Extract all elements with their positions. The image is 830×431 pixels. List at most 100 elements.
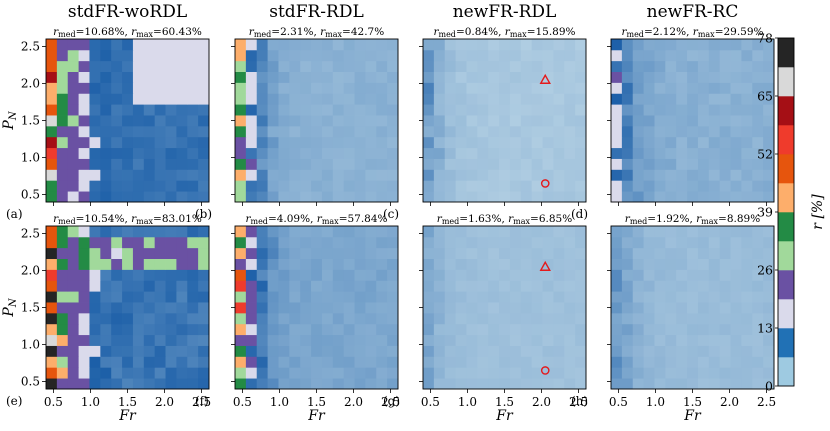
heatmap-cell: [343, 258, 355, 270]
heatmap-cell: [89, 180, 101, 192]
heatmap-cell: [611, 247, 623, 259]
heatmap-cell: [143, 93, 156, 105]
heatmap-cell: [477, 158, 489, 170]
heatmap-cell: [289, 291, 301, 303]
heatmap-cell: [132, 71, 145, 83]
heatmap-cell: [564, 236, 576, 249]
heatmap-cell: [67, 82, 79, 94]
heatmap-cell: [132, 247, 145, 259]
heatmap-cell: [531, 323, 543, 336]
heatmap-cell: [542, 258, 554, 270]
heatmap-cell: [376, 356, 388, 368]
heatmap-cell: [354, 323, 366, 336]
heatmap-cell: [187, 258, 199, 270]
heatmap-cell: [78, 49, 90, 62]
heatmap-cell: [752, 125, 764, 138]
heatmap-cell: [343, 356, 355, 368]
heatmap-cell: [423, 367, 435, 379]
heatmap-cell: [730, 125, 742, 138]
heatmap-cell: [719, 169, 731, 181]
heatmap-cell: [665, 125, 677, 138]
heatmap-cell: [444, 258, 456, 270]
heatmap-cell: [321, 60, 334, 72]
heatmap-cell: [531, 356, 543, 368]
heatmap-cell: [111, 136, 123, 149]
colorbar-segment: [778, 270, 794, 300]
heatmap-cell: [122, 158, 134, 170]
heatmap-cell: [154, 269, 166, 281]
heatmap-cell: [632, 367, 644, 379]
heatmap-cell: [423, 226, 435, 238]
heatmap-cell: [376, 334, 388, 346]
heatmap-cell: [687, 180, 699, 192]
heatmap-cell: [520, 269, 533, 281]
heatmap-cell: [553, 93, 565, 105]
heatmap-cell: [387, 39, 399, 51]
heatmap-cell: [165, 60, 177, 72]
heatmap-cell: [46, 280, 58, 292]
heatmap-cell: [235, 302, 247, 314]
heatmap-cell: [520, 312, 533, 325]
heatmap-cell: [632, 191, 644, 203]
heatmap-cell: [321, 71, 334, 83]
heatmap-cell: [365, 247, 377, 259]
heatmap-cell: [752, 356, 764, 368]
heatmap-cell: [321, 258, 334, 270]
heatmap-cell: [100, 191, 112, 203]
heatmap-cell: [111, 71, 123, 83]
heatmap-cell: [278, 169, 290, 181]
heatmap-cell: [575, 236, 587, 249]
heatmap-cell: [575, 39, 587, 51]
heatmap-cell: [289, 247, 301, 259]
heatmap-cell: [575, 158, 587, 170]
heatmap-cell: [343, 169, 355, 181]
heatmap-cell: [423, 191, 435, 203]
panel-letter: (e): [6, 394, 22, 408]
heatmap-cell: [311, 236, 323, 249]
colorbar-segment: [778, 125, 794, 155]
heatmap-cell: [575, 367, 587, 379]
heatmap-cell: [365, 136, 377, 149]
colorbar-tick-label: 13: [757, 321, 773, 336]
heatmap-cell: [520, 356, 533, 368]
heatmap-cell: [311, 191, 323, 203]
heatmap-cell: [321, 226, 334, 238]
heatmap-cell: [531, 367, 543, 379]
heatmap-cell: [387, 180, 399, 192]
colorbar-label: r [%]: [810, 194, 826, 230]
heatmap-cell: [509, 334, 522, 346]
heatmap-cell: [654, 226, 666, 238]
heatmap-cell: [165, 39, 177, 51]
heatmap-cell: [611, 236, 623, 249]
heatmap-cell: [708, 312, 721, 325]
heatmap-cell: [311, 104, 323, 116]
heatmap-cell: [56, 247, 69, 259]
heatmap-cell: [198, 104, 210, 116]
heatmap-cell: [176, 115, 188, 127]
heatmap-cell: [719, 236, 731, 249]
heatmap-cell: [256, 356, 268, 368]
heatmap-cell: [245, 269, 258, 281]
heatmap-cell: [154, 291, 166, 303]
heatmap-cell: [354, 180, 366, 192]
heatmap-cell: [477, 191, 489, 203]
heatmap-cell: [708, 82, 721, 94]
heatmap-cell: [466, 169, 478, 181]
heatmap-cell: [235, 115, 247, 127]
heatmap-cell: [111, 158, 123, 170]
heatmap-cell: [46, 60, 58, 72]
heatmap-cell: [763, 104, 775, 116]
heatmap-cell: [187, 93, 199, 105]
heatmap-cell: [343, 71, 355, 83]
heatmap-cell: [488, 258, 500, 270]
heatmap-cell: [455, 356, 467, 368]
heatmap-cell: [730, 269, 742, 281]
heatmap-cell: [176, 280, 188, 292]
heatmap-cell: [278, 280, 290, 292]
panel-f: [231, 225, 399, 393]
heatmap-cell: [143, 82, 156, 94]
heatmap-cell: [154, 191, 166, 203]
heatmap-cell: [520, 180, 533, 192]
heatmap-cell: [332, 191, 345, 203]
heatmap-cell: [267, 280, 279, 292]
